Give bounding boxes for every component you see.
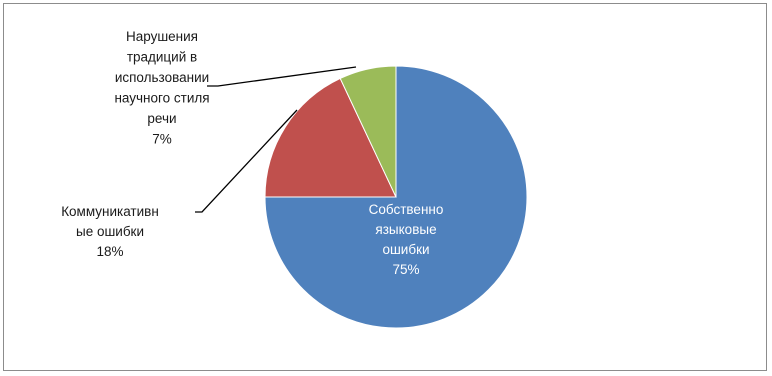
data-label: Коммуникативн ые ошибки 18% [61,204,159,259]
data-label-line: Коммуникативн [61,204,159,219]
data-label-line: 18% [96,244,123,259]
data-labels: Собственно языковые ошибки 75% Коммуникативн… [61,29,443,277]
data-label-line: Нарушения [126,29,198,44]
pie-slice [264,65,528,329]
data-label-line: Собственно [369,202,444,217]
data-label-line: традиций в [127,50,197,65]
pie-slice [264,77,397,198]
data-label-line: ошибки [382,242,429,257]
leader-line [195,109,298,213]
leader-lines [195,66,357,213]
leader-line [207,66,357,87]
data-label-line: научного стиля [114,91,209,106]
pie-slice [339,65,397,198]
data-label-line: использовании [115,70,209,85]
data-label: Нарушения традиций в использовании научного… [114,29,209,147]
data-label-line: языковые [375,222,436,237]
data-label-line: 75% [392,262,419,277]
pie-slices [264,65,528,329]
data-label: Собственно языковые ошибки 75% [369,202,444,277]
data-label-line: речи [147,111,176,126]
data-label-line: ые ошибки [76,224,144,239]
data-label-line: 7% [152,132,172,147]
